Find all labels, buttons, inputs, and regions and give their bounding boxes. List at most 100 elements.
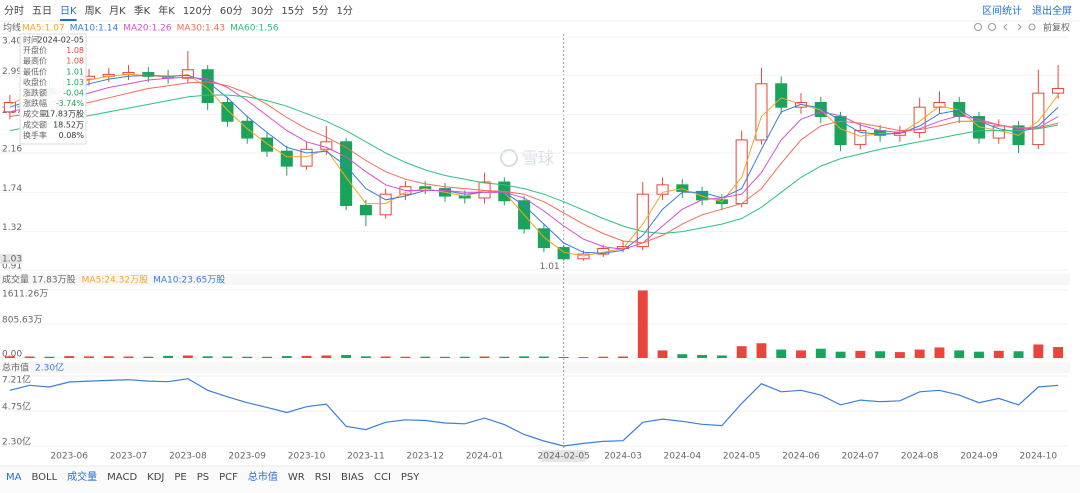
ma-line — [9, 74, 1059, 254]
volume-bar — [163, 355, 174, 358]
volume-bar — [835, 351, 846, 358]
indicator-tab[interactable]: MACD — [107, 472, 137, 483]
volume-bar — [64, 356, 75, 358]
x-tick-label: 2023-10 — [288, 452, 326, 462]
tooltip-value: 17.83万股 — [45, 110, 84, 119]
volume-bar — [875, 351, 886, 358]
cap-current: 2.30亿 — [35, 362, 64, 374]
indicator-tab[interactable]: CCI — [374, 472, 391, 483]
volume-bar — [103, 356, 114, 358]
volume-bar — [954, 350, 965, 358]
zoom-in-icon[interactable] — [974, 23, 982, 31]
volume-bar — [360, 356, 371, 358]
candle-body — [221, 102, 234, 122]
volume-bar — [123, 356, 134, 358]
legend-entry: MA20:1.26 — [123, 24, 172, 34]
x-tick-label: 2023-12 — [406, 452, 444, 462]
indicator-tab[interactable]: WR — [288, 472, 305, 483]
period-tab[interactable]: 15分 — [281, 5, 304, 17]
tooltip-box — [19, 33, 87, 145]
left-icon[interactable] — [1003, 23, 1008, 31]
candle-body — [359, 204, 372, 216]
indicator-tab[interactable]: PSY — [401, 472, 420, 483]
candle-body — [775, 83, 788, 108]
candle-body — [340, 141, 353, 206]
volume-bar — [1013, 351, 1024, 358]
candle-body — [656, 184, 669, 195]
indicator-tab[interactable]: 总市值 — [248, 470, 278, 483]
volume-bar — [420, 356, 431, 358]
tooltip-label: 涨跌额 — [23, 88, 47, 98]
right-icon[interactable] — [1017, 23, 1022, 31]
y-tick-label: 0.00 — [2, 350, 22, 360]
toolbar-action[interactable]: 区间统计 — [982, 4, 1022, 17]
legend-entry: MA5:1.07 — [22, 24, 65, 34]
candle-body — [933, 102, 946, 108]
tooltip-label: 时间 — [23, 35, 39, 45]
settings-icon[interactable] — [1028, 23, 1036, 31]
indicator-tab[interactable]: RSI — [315, 472, 331, 483]
candle-body — [755, 83, 768, 141]
period-tab[interactable]: 30分 — [251, 5, 274, 17]
volume-bar — [578, 357, 589, 358]
indicator-tab[interactable]: PCF — [219, 472, 238, 483]
volume-bar — [1053, 347, 1064, 358]
period-tab[interactable]: 季K — [134, 5, 151, 17]
y-tick-label: 2.99 — [2, 67, 22, 77]
y-tick-label: 0.91 — [2, 262, 22, 272]
cap-line — [9, 378, 1059, 447]
toolbar-action[interactable]: 退出全屏 — [1032, 4, 1072, 17]
volume-bar — [440, 356, 450, 358]
candle-body — [537, 228, 550, 249]
period-tab[interactable]: 周K — [85, 5, 102, 17]
candle-body — [260, 137, 274, 152]
x-tick-label: 2024-01 — [466, 452, 504, 462]
tooltip-value: 2024-02-05 — [38, 36, 85, 45]
indicator-tab[interactable]: BIAS — [341, 472, 364, 483]
tooltip-value: 1.08 — [66, 46, 84, 55]
x-tick-label: 2024-09 — [960, 452, 998, 462]
indicator-tab[interactable]: 成交量 — [67, 470, 97, 483]
volume-bar — [993, 350, 1004, 358]
volume-bar — [934, 347, 945, 358]
volume-bar — [281, 356, 292, 358]
volume-bar — [677, 354, 688, 358]
zoom-out-icon[interactable] — [988, 23, 996, 31]
indicator-tab[interactable]: BOLL — [31, 472, 57, 483]
candle-body — [300, 148, 313, 167]
volume-bar — [44, 356, 55, 358]
period-tab[interactable]: 5分 — [312, 5, 328, 17]
chart-icons — [974, 23, 1036, 31]
candle-body — [3, 102, 16, 113]
volume-bar — [499, 356, 510, 358]
period-tab[interactable]: 年K — [158, 4, 175, 17]
x-tick-label: 2024-04 — [664, 452, 702, 462]
period-tab[interactable]: 120分 — [183, 5, 212, 17]
indicator-tab[interactable]: KDJ — [147, 472, 164, 483]
x-tick-label: 2024-05 — [723, 452, 761, 462]
period-tab[interactable]: 1分 — [336, 5, 352, 17]
period-tab[interactable]: 60分 — [220, 5, 243, 17]
period-tab[interactable]: 五日 — [32, 6, 52, 17]
ma-legend-title: 均线 — [3, 22, 21, 34]
indicator-tab[interactable]: PE — [174, 472, 186, 483]
period-tab[interactable]: 日K — [60, 6, 77, 17]
volume-legend-entry: MA5:24.32万股 — [82, 275, 148, 286]
period-tab[interactable]: 分时 — [4, 5, 24, 17]
volume-bar — [974, 351, 984, 358]
cap-header-band — [0, 362, 1070, 373]
indicator-tab[interactable]: MA — [6, 472, 22, 483]
x-tick-label: 2024-06 — [782, 452, 820, 462]
y-tick-label: 3.40 — [2, 37, 22, 47]
ma-line — [9, 73, 1059, 257]
y-tick-label: 2.30亿 — [2, 436, 31, 448]
volume-bar — [4, 356, 15, 358]
period-tab[interactable]: 月K — [109, 5, 126, 17]
indicator-tab[interactable]: PS — [197, 472, 209, 483]
volume-bar — [24, 356, 35, 358]
volume-legend-entry: MA10:23.65万股 — [153, 275, 225, 286]
adjust-label[interactable]: 前复权 — [1043, 22, 1070, 34]
cap-title: 总市值 — [2, 362, 29, 374]
y-tick-label: 1.32 — [2, 223, 22, 233]
